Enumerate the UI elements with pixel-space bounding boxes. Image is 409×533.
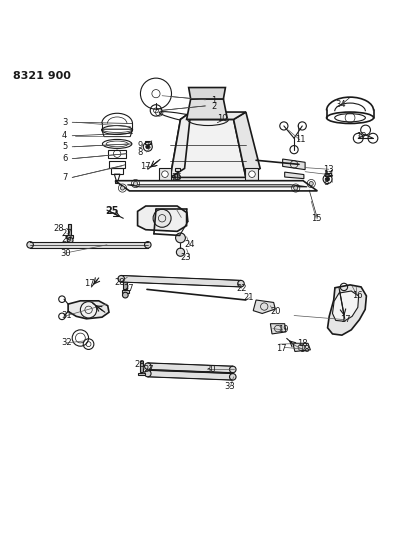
Polygon shape xyxy=(139,361,143,372)
Polygon shape xyxy=(66,236,72,238)
Circle shape xyxy=(176,248,184,256)
Circle shape xyxy=(157,214,174,231)
Text: 13: 13 xyxy=(323,165,333,174)
Polygon shape xyxy=(327,285,366,335)
Circle shape xyxy=(161,171,168,177)
Text: 18: 18 xyxy=(296,339,307,348)
Circle shape xyxy=(67,238,73,243)
Text: 29: 29 xyxy=(61,235,72,244)
Circle shape xyxy=(144,363,151,369)
Polygon shape xyxy=(138,373,145,375)
Circle shape xyxy=(27,241,33,248)
Polygon shape xyxy=(137,206,186,231)
Text: 20: 20 xyxy=(270,307,280,316)
Text: 27: 27 xyxy=(61,229,72,238)
Text: 28: 28 xyxy=(135,360,145,369)
Text: 30: 30 xyxy=(60,248,70,257)
Polygon shape xyxy=(115,181,317,191)
Text: 27: 27 xyxy=(143,366,153,374)
Text: 1: 1 xyxy=(211,96,216,105)
Text: 6: 6 xyxy=(62,154,67,163)
Circle shape xyxy=(145,145,149,149)
Circle shape xyxy=(229,374,236,380)
Polygon shape xyxy=(68,301,109,319)
Circle shape xyxy=(122,292,128,298)
Polygon shape xyxy=(147,370,232,380)
Polygon shape xyxy=(121,290,129,293)
Text: 28: 28 xyxy=(53,224,63,233)
Polygon shape xyxy=(174,167,179,171)
Text: 22: 22 xyxy=(236,284,247,293)
Text: 11: 11 xyxy=(294,135,305,144)
Polygon shape xyxy=(188,87,225,99)
Text: 8: 8 xyxy=(323,178,328,187)
Text: 12: 12 xyxy=(355,132,366,141)
Text: 25: 25 xyxy=(105,206,118,216)
Polygon shape xyxy=(245,168,258,180)
Circle shape xyxy=(133,182,137,185)
Polygon shape xyxy=(30,241,147,248)
Text: 2: 2 xyxy=(211,102,216,111)
Text: 32: 32 xyxy=(61,338,72,348)
Text: 30: 30 xyxy=(204,365,215,374)
Polygon shape xyxy=(186,99,227,119)
Text: 17: 17 xyxy=(339,315,350,324)
Circle shape xyxy=(175,233,185,243)
Circle shape xyxy=(325,177,329,181)
Text: 24: 24 xyxy=(184,240,195,249)
Polygon shape xyxy=(147,363,232,373)
Text: 34: 34 xyxy=(334,100,345,109)
Circle shape xyxy=(153,209,171,227)
Text: 15: 15 xyxy=(310,214,321,223)
Polygon shape xyxy=(332,291,358,321)
Text: 4: 4 xyxy=(62,131,67,140)
Text: 7: 7 xyxy=(62,173,67,182)
Text: 21: 21 xyxy=(243,293,254,302)
Circle shape xyxy=(118,276,124,282)
Circle shape xyxy=(144,241,151,248)
Polygon shape xyxy=(67,224,71,235)
Text: 3: 3 xyxy=(62,118,67,127)
Circle shape xyxy=(293,186,297,190)
Text: 28: 28 xyxy=(114,278,125,287)
Circle shape xyxy=(144,370,151,377)
Text: 26: 26 xyxy=(171,173,182,182)
Text: 33: 33 xyxy=(224,382,235,391)
Text: 27: 27 xyxy=(123,284,134,293)
Text: 9: 9 xyxy=(323,172,328,181)
Text: 9: 9 xyxy=(137,141,142,150)
Polygon shape xyxy=(170,112,190,177)
Polygon shape xyxy=(158,168,171,180)
Text: 31: 31 xyxy=(61,311,72,320)
Text: 14: 14 xyxy=(323,170,333,179)
Text: 8: 8 xyxy=(137,148,143,157)
Circle shape xyxy=(80,302,97,318)
Text: 5: 5 xyxy=(62,142,67,151)
Polygon shape xyxy=(282,159,304,169)
Circle shape xyxy=(229,366,236,373)
Text: 17: 17 xyxy=(139,162,150,171)
Text: 10: 10 xyxy=(217,114,227,123)
Polygon shape xyxy=(292,343,310,351)
Polygon shape xyxy=(115,181,302,183)
Text: 18: 18 xyxy=(298,344,309,353)
Circle shape xyxy=(120,186,124,190)
Text: 16: 16 xyxy=(351,290,362,300)
Text: 23: 23 xyxy=(180,253,191,262)
Polygon shape xyxy=(270,324,285,334)
Polygon shape xyxy=(121,276,240,287)
Polygon shape xyxy=(170,119,245,177)
Polygon shape xyxy=(233,112,260,177)
Text: 17: 17 xyxy=(84,279,95,288)
Circle shape xyxy=(248,171,255,177)
Text: 8321 900: 8321 900 xyxy=(13,71,71,80)
Text: 19: 19 xyxy=(278,325,288,334)
Polygon shape xyxy=(123,279,126,289)
Circle shape xyxy=(237,280,244,287)
Text: 17: 17 xyxy=(276,344,286,353)
Polygon shape xyxy=(253,300,274,313)
Polygon shape xyxy=(284,172,303,179)
Circle shape xyxy=(308,182,312,185)
Polygon shape xyxy=(180,112,245,119)
